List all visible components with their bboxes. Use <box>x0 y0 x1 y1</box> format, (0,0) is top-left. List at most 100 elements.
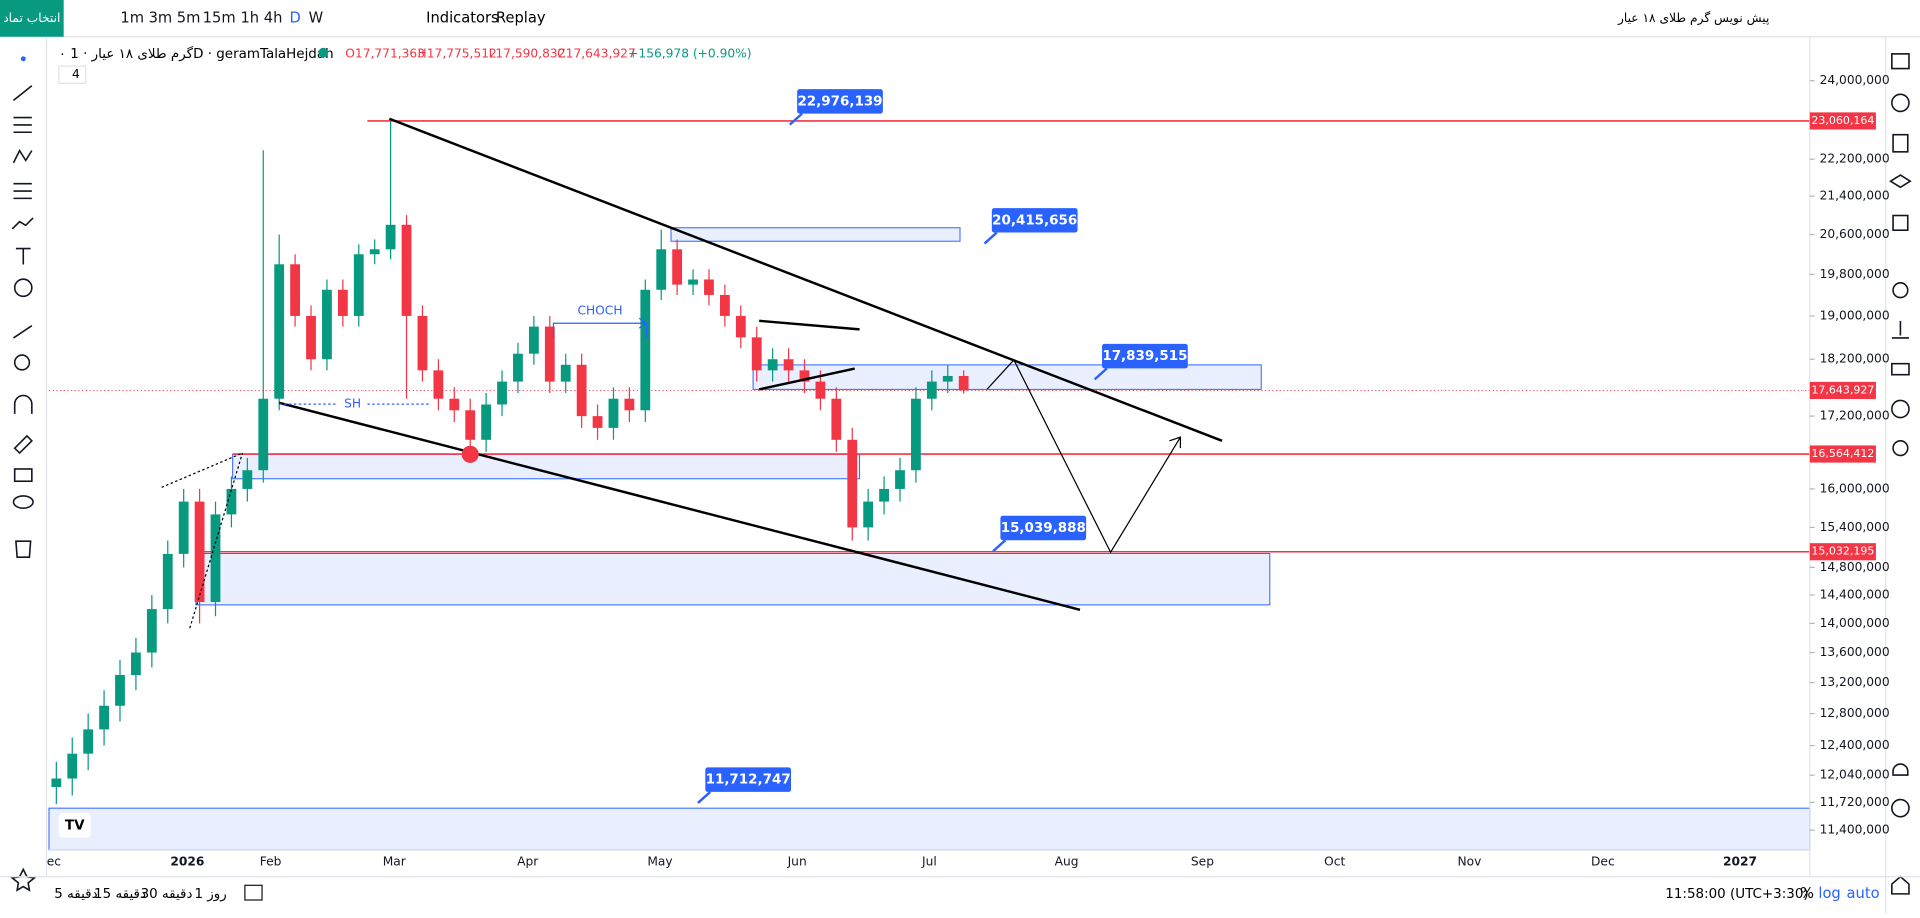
account-button[interactable] <box>0 0 64 37</box>
logo[interactable] <box>58 813 91 838</box>
interval-button[interactable]: 1h <box>240 9 259 26</box>
clock: 11:58:00 (UTC+3:30) <box>1665 887 1808 902</box>
candle-body <box>242 470 253 489</box>
candle-body <box>194 501 205 603</box>
candle-body <box>83 729 94 754</box>
y-tick-label: 14,800,000 <box>1820 560 1890 574</box>
ohlc: H17,775,512 <box>418 46 497 60</box>
callout-pointer <box>697 791 712 804</box>
candle-body <box>624 398 635 411</box>
zone <box>232 453 861 480</box>
x-tick-label: 2027 <box>1723 855 1757 869</box>
interval-group: 1m 3m 5m 15m 1h 4h D W <box>120 9 323 26</box>
y-tick-label: 13,200,000 <box>1820 675 1890 689</box>
draft-label[interactable]: پیش نویس گرم طلای ۱۸ عیار <box>1617 11 1769 26</box>
x-tick-label: Aug <box>1055 855 1079 869</box>
candle-body <box>178 501 189 554</box>
candle-body <box>815 381 826 399</box>
candle-body <box>911 398 921 471</box>
y-tick-label: 19,800,000 <box>1820 267 1890 281</box>
y-tick-label: 17,200,000 <box>1820 409 1890 423</box>
top-bar <box>0 0 1920 37</box>
left-tools[interactable] <box>10 56 37 892</box>
note: SH <box>344 397 361 411</box>
y-tick-label: 16,000,000 <box>1820 481 1890 495</box>
log-toggle[interactable]: log <box>1818 885 1840 902</box>
callout <box>705 767 792 792</box>
candle-body <box>926 381 937 399</box>
callout-label: 11,712,747 <box>706 773 791 788</box>
y-tick-label: 14,000,000 <box>1820 616 1890 630</box>
callout-pointer <box>983 231 998 245</box>
indicators-button[interactable]: Indicators <box>426 9 499 26</box>
candle-body <box>146 609 157 653</box>
candle-body <box>433 370 444 399</box>
candle-body <box>767 359 778 371</box>
range-button[interactable]: 1 روز <box>194 887 226 902</box>
candle-body <box>799 370 810 382</box>
candle-body <box>369 249 380 255</box>
interval-button[interactable]: 4h <box>264 9 283 26</box>
candle-body <box>735 315 746 338</box>
interval-button[interactable]: W <box>309 9 324 26</box>
y-tick-label: 13,600,000 <box>1820 645 1890 659</box>
candle-body <box>226 488 237 515</box>
candle-body <box>385 224 396 250</box>
account-label[interactable]: انتخاب تماد <box>3 11 60 25</box>
candle-body <box>640 289 651 411</box>
interval-button[interactable]: 5m <box>177 9 201 26</box>
x-tick-label: Sep <box>1191 855 1214 869</box>
indicator-toggle[interactable] <box>58 65 87 84</box>
price-badge-label: 15,032,195 <box>1811 545 1874 558</box>
candle-body <box>162 553 173 610</box>
indicator-count[interactable]: 4 <box>72 67 80 81</box>
candle-body <box>258 398 269 471</box>
right-tools[interactable] <box>1889 53 1912 895</box>
candle-body <box>449 398 460 411</box>
candle-body <box>417 315 428 371</box>
candle-body <box>704 279 714 295</box>
y-tick-label: 18,200,000 <box>1820 352 1890 366</box>
candle-body <box>560 364 571 382</box>
callout-label: 20,415,656 <box>992 213 1077 228</box>
range-button[interactable]: 5 دقیقه <box>54 887 97 902</box>
y-tick-label: 14,400,000 <box>1820 587 1890 601</box>
interval-button[interactable]: 1m <box>120 9 144 26</box>
candle-body <box>115 674 125 706</box>
ohlc: O17,771,363 <box>345 46 425 60</box>
logo-mark[interactable]: TV <box>65 818 85 833</box>
replay-button[interactable]: Replay <box>496 9 546 26</box>
candle-body <box>895 470 905 489</box>
candle-body <box>751 337 762 371</box>
interval-button[interactable]: 15m <box>203 9 236 26</box>
ohlc: C17,643,927 <box>557 46 636 60</box>
y-tick-label: 20,600,000 <box>1820 227 1890 241</box>
ohlc: L17,590,832 <box>489 46 566 60</box>
candle-body <box>863 501 874 528</box>
interval-button[interactable]: D <box>289 9 300 26</box>
candle-body <box>608 398 619 428</box>
interval-button[interactable]: 3m <box>149 9 173 26</box>
y-tick-label: 15,400,000 <box>1820 520 1890 534</box>
y-tick-label: 12,400,000 <box>1820 738 1890 752</box>
x-tick-label: ec <box>47 855 61 869</box>
candle-body <box>656 249 667 290</box>
candle-body <box>465 410 476 440</box>
y-tick-label: 12,800,000 <box>1820 706 1890 720</box>
auto-toggle[interactable]: auto <box>1847 885 1880 902</box>
candle-body <box>672 249 683 285</box>
y-tick-label: 24,000,000 <box>1820 73 1890 87</box>
range-button[interactable]: 15 دقیقه <box>94 887 146 902</box>
callout <box>797 89 883 114</box>
zone <box>752 364 1262 390</box>
range-button[interactable]: 30 دقیقه <box>141 887 193 902</box>
y-tick-label: 21,400,000 <box>1820 189 1890 203</box>
price-badge-label: 23,060,164 <box>1811 114 1874 127</box>
date-range[interactable] <box>244 884 263 901</box>
candle-body <box>99 705 109 730</box>
y-tick-label: 22,200,000 <box>1820 152 1890 166</box>
percent-toggle[interactable]: % <box>1800 885 1814 902</box>
candle-body <box>831 398 842 440</box>
zone <box>670 227 961 242</box>
